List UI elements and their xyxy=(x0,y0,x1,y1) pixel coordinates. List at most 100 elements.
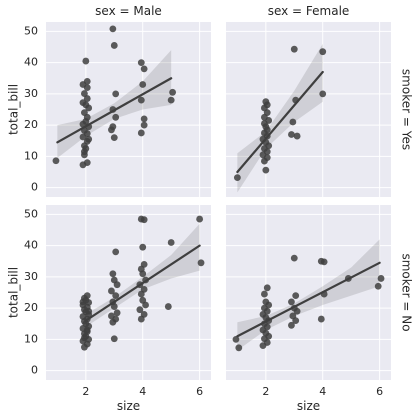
data-point xyxy=(319,90,327,98)
data-point xyxy=(81,90,88,97)
data-point xyxy=(139,296,147,304)
data-point xyxy=(289,312,297,320)
data-point xyxy=(377,275,385,282)
panel-yes-male xyxy=(46,22,211,197)
data-point xyxy=(108,287,115,295)
data-point xyxy=(262,298,270,306)
col-title-male: sex = Male xyxy=(95,4,162,18)
y-tick-label: 30 xyxy=(24,87,38,100)
data-point xyxy=(167,239,175,246)
y-tick-label: 10 xyxy=(24,149,38,162)
regression-line-path xyxy=(84,244,201,322)
data-point xyxy=(137,96,145,104)
y-axis-label-top: total_bill xyxy=(7,84,21,135)
y-tick-label: 20 xyxy=(24,301,38,314)
data-point xyxy=(79,298,87,306)
data-point xyxy=(140,216,148,224)
panel-no-male xyxy=(46,205,211,380)
data-point xyxy=(112,292,120,300)
data-point xyxy=(319,48,327,56)
regression-line xyxy=(56,77,173,144)
data-point xyxy=(110,134,118,142)
regression-line xyxy=(84,244,201,322)
data-point xyxy=(164,303,172,310)
data-point xyxy=(81,334,88,342)
scatter-points xyxy=(233,45,327,182)
data-point xyxy=(235,344,243,352)
data-point xyxy=(140,285,148,293)
y-tick-label: 50 xyxy=(24,207,38,220)
x-tick-label: 2 xyxy=(262,385,269,398)
data-point xyxy=(288,298,295,306)
data-point xyxy=(233,174,241,182)
ci-band xyxy=(237,43,323,193)
data-point xyxy=(81,151,88,159)
y-tick-label: 40 xyxy=(24,56,38,69)
data-point xyxy=(112,113,120,121)
data-point xyxy=(82,57,90,65)
data-point xyxy=(140,121,148,129)
y-tick-label: 50 xyxy=(24,24,38,37)
panel-no-female xyxy=(226,205,391,380)
data-point xyxy=(83,159,91,167)
data-point xyxy=(320,258,328,266)
data-point xyxy=(137,129,145,137)
data-point xyxy=(167,96,175,104)
data-point xyxy=(374,282,382,290)
data-point xyxy=(262,166,270,174)
data-point xyxy=(85,307,93,315)
row-title-smoker-yes: smoker = Yes xyxy=(400,69,414,150)
data-point xyxy=(288,321,295,329)
regression-line-path xyxy=(56,77,173,144)
data-point xyxy=(288,131,295,138)
x-tick-label: 6 xyxy=(376,385,383,398)
panel-yes-female xyxy=(226,22,391,197)
data-point xyxy=(196,215,204,223)
y-tick-label: 0 xyxy=(31,364,38,377)
data-point xyxy=(108,312,115,320)
data-point xyxy=(293,132,301,140)
x-tick-label: 2 xyxy=(82,385,89,398)
panel-background xyxy=(46,22,211,197)
data-point xyxy=(112,90,120,98)
data-point xyxy=(108,126,115,134)
data-point xyxy=(110,42,118,49)
data-point xyxy=(109,270,117,278)
y-tick-label: 0 xyxy=(31,181,38,194)
data-point xyxy=(110,335,118,343)
data-point xyxy=(136,306,144,314)
y-tick-label: 10 xyxy=(24,332,38,345)
regression-line-path xyxy=(236,70,324,174)
data-point xyxy=(83,326,91,334)
y-axis-label-bottom: total_bill xyxy=(7,267,21,318)
row-title-smoker-no: smoker = No xyxy=(400,253,414,331)
data-point xyxy=(140,115,148,123)
y-tick-label: 30 xyxy=(24,270,38,283)
data-point xyxy=(112,248,120,256)
data-point xyxy=(197,259,205,267)
panel-background xyxy=(226,205,391,380)
data-point xyxy=(83,77,91,85)
data-point xyxy=(85,135,93,143)
data-point xyxy=(232,335,240,343)
data-point xyxy=(140,310,148,318)
gridlines xyxy=(46,22,211,197)
data-point xyxy=(140,260,148,268)
regression-line xyxy=(236,70,324,174)
x-axis-label-left: size xyxy=(117,399,140,413)
regression-line-path xyxy=(236,261,381,338)
scatter-points xyxy=(52,25,176,169)
data-point xyxy=(317,315,325,323)
data-point xyxy=(292,292,300,300)
data-point xyxy=(137,59,145,67)
data-point xyxy=(81,109,88,117)
data-point xyxy=(139,81,147,88)
y-tick-label: 40 xyxy=(24,239,38,252)
ci-band xyxy=(237,239,380,351)
data-point xyxy=(113,309,121,317)
confidence-band xyxy=(237,43,323,193)
gridlines xyxy=(226,205,391,380)
x-tick-label: 4 xyxy=(319,385,326,398)
x-axis-label-right: size xyxy=(297,399,320,413)
